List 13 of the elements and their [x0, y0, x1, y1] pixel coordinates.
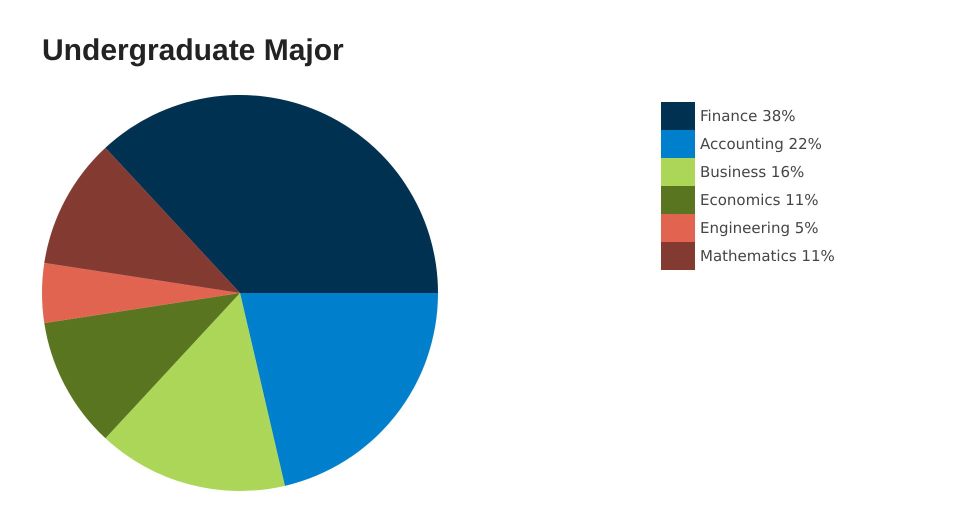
legend-label: Mathematics 11% — [700, 247, 835, 265]
pie-slice — [105, 95, 438, 293]
pie-slice — [105, 293, 285, 491]
chart-title: Undergraduate Major — [42, 34, 344, 67]
pie-slice — [44, 148, 240, 293]
legend-label: Business 16% — [700, 163, 804, 181]
pie-slice — [240, 293, 438, 486]
legend-label: Engineering 5% — [700, 219, 819, 237]
legend-label: Economics 11% — [700, 191, 819, 209]
pie-slice — [44, 293, 240, 438]
pie-slice — [42, 262, 240, 324]
legend-label: Accounting 22% — [700, 135, 822, 153]
legend-label: Finance 38% — [700, 107, 796, 125]
